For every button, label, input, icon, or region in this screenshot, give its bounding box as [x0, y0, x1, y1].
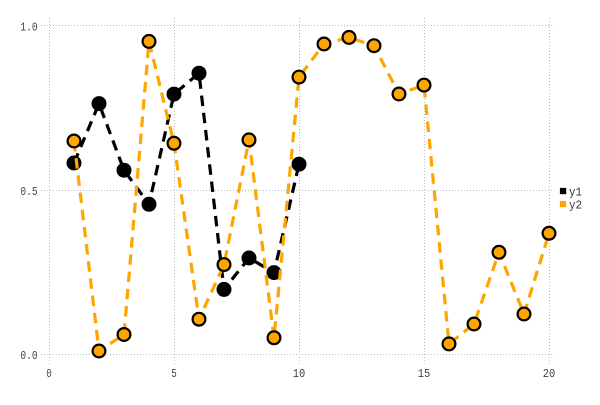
svg-text:0.5: 0.5	[20, 185, 37, 199]
svg-text:15: 15	[418, 367, 431, 381]
svg-text:0: 0	[46, 367, 52, 381]
svg-text:10: 10	[293, 367, 306, 381]
svg-text:5: 5	[171, 367, 177, 381]
svg-text:y2: y2	[569, 198, 582, 212]
svg-text:1.0: 1.0	[20, 21, 37, 35]
svg-text:20: 20	[543, 367, 556, 381]
svg-text:y1: y1	[569, 185, 582, 199]
svg-text:0.0: 0.0	[20, 349, 37, 363]
